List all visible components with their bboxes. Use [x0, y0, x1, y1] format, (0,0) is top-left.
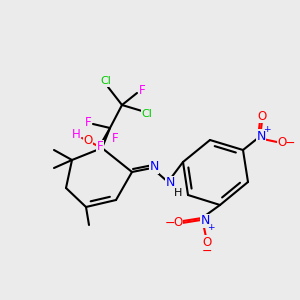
Text: −: −	[285, 136, 295, 149]
Text: F: F	[112, 131, 118, 145]
Text: Cl: Cl	[142, 109, 152, 119]
Text: O: O	[257, 110, 267, 122]
Text: N: N	[200, 214, 210, 227]
Text: H: H	[174, 188, 182, 198]
Text: O: O	[173, 217, 183, 230]
Text: F: F	[97, 140, 103, 154]
Text: O: O	[83, 134, 93, 146]
Text: F: F	[139, 83, 145, 97]
Text: Cl: Cl	[100, 76, 111, 86]
Text: −: −	[165, 217, 175, 230]
Text: H: H	[72, 128, 80, 142]
Text: +: +	[207, 224, 215, 232]
Text: O: O	[278, 136, 286, 149]
Text: −: −	[202, 244, 212, 257]
Text: +: +	[263, 124, 271, 134]
Text: N: N	[149, 160, 159, 173]
Text: N: N	[165, 176, 175, 190]
Text: F: F	[85, 116, 91, 128]
Text: N: N	[256, 130, 266, 142]
Text: O: O	[202, 236, 211, 248]
